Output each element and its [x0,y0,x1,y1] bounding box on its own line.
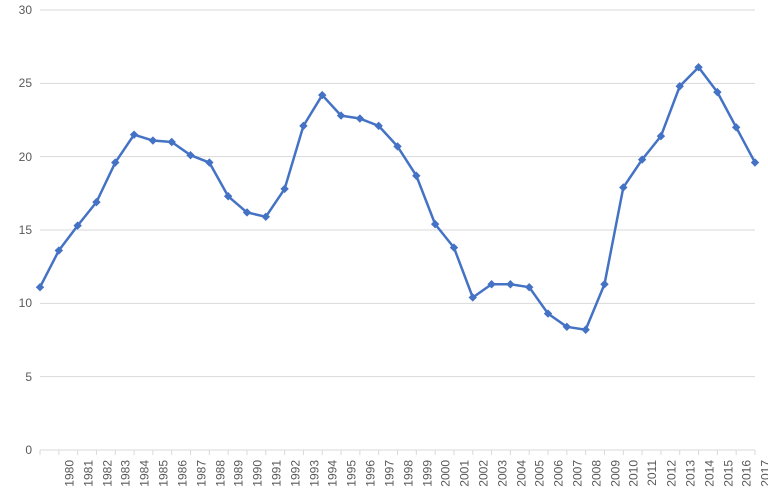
x-tick-label: 1996 [364,460,378,487]
x-tick-label: 2014 [702,460,716,487]
x-tick-label: 1980 [63,460,77,487]
x-tick-label: 1987 [194,460,208,487]
x-tick-label: 2009 [608,460,622,487]
x-tick-label: 1986 [176,460,190,487]
x-tick-label: 1991 [270,460,284,487]
x-tick-label: 1984 [138,460,152,487]
x-tick-label: 2015 [721,460,735,487]
x-tick-label: 2016 [740,460,754,487]
chart-svg [0,0,768,501]
x-tick-label: 1998 [401,460,415,487]
x-tick-label: 2007 [571,460,585,487]
x-tick-label: 1999 [420,460,434,487]
x-tick-label: 2011 [645,460,659,486]
x-tick-label: 2004 [514,460,528,487]
data-point [601,281,608,288]
x-tick-label: 1997 [383,460,397,487]
x-tick-label: 2012 [665,460,679,487]
x-tick-label: 1985 [157,460,171,487]
x-tick-label: 2006 [552,460,566,487]
y-tick-label: 10 [0,296,32,310]
data-point [507,281,514,288]
x-tick-label: 2001 [458,460,472,487]
x-tick-label: 2000 [439,460,453,487]
x-tick-label: 2013 [684,460,698,487]
y-tick-label: 20 [0,150,32,164]
x-tick-label: 1992 [288,460,302,487]
x-tick-label: 2003 [495,460,509,487]
y-tick-label: 25 [0,76,32,90]
x-tick-label: 1995 [345,460,359,487]
x-tick-label: 1994 [326,460,340,487]
x-tick-label: 2010 [627,460,641,487]
data-point [582,326,589,333]
x-tick-label: 1983 [119,460,133,487]
x-tick-label: 1982 [100,460,114,487]
line-chart: 0 5 10 15 20 25 30 1980 1981 1982 1983 1984 1985 1986… [0,0,768,501]
x-tick-label: 2002 [477,460,491,487]
y-tick-label: 5 [0,370,32,384]
x-tick-label: 1989 [232,460,246,487]
data-point [356,115,363,122]
x-tick-label: 1993 [307,460,321,487]
data-point [149,137,156,144]
y-tick-label: 15 [0,223,32,237]
x-tick-label: 1990 [251,460,265,487]
x-tick-label: 2008 [590,460,604,487]
x-tick-label: 1981 [82,460,96,487]
y-tick-label: 0 [0,443,32,457]
y-tick-label: 30 [0,3,32,17]
x-tick-label: 2005 [533,460,547,487]
x-tick-label: 2017 [759,460,768,487]
x-tick-label: 1988 [213,460,227,487]
